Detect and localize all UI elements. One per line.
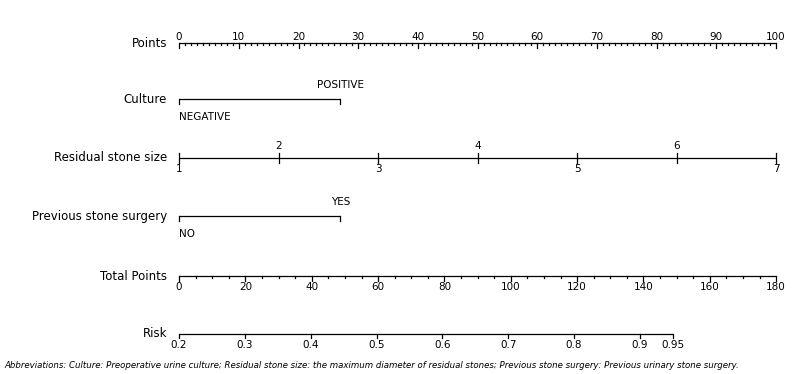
Text: 0.6: 0.6: [434, 340, 451, 350]
Text: 0.8: 0.8: [566, 340, 583, 350]
Text: 100: 100: [501, 282, 521, 292]
Text: 70: 70: [591, 31, 603, 42]
Text: 90: 90: [710, 31, 723, 42]
Text: 20: 20: [239, 282, 252, 292]
Text: Culture: Culture: [124, 93, 167, 105]
Text: 10: 10: [232, 31, 245, 42]
Text: 100: 100: [767, 31, 786, 42]
Text: 0: 0: [176, 31, 182, 42]
Text: 0.2: 0.2: [171, 340, 187, 350]
Text: 50: 50: [471, 31, 484, 42]
Text: POSITIVE: POSITIVE: [317, 80, 364, 90]
Text: 80: 80: [438, 282, 451, 292]
Text: 7: 7: [773, 164, 779, 174]
Text: 0: 0: [176, 282, 182, 292]
Text: NO: NO: [179, 229, 195, 239]
Text: 0.4: 0.4: [302, 340, 319, 350]
Text: 1: 1: [176, 164, 182, 174]
Text: 2: 2: [275, 141, 282, 151]
Text: Abbreviations: Culture: Preoperative urine culture; Residual stone size: the max: Abbreviations: Culture: Preoperative uri…: [4, 361, 739, 370]
Text: 6: 6: [673, 141, 680, 151]
Text: 0.95: 0.95: [661, 340, 685, 350]
Text: Total Points: Total Points: [100, 270, 167, 282]
Text: 160: 160: [700, 282, 720, 292]
Text: 4: 4: [474, 141, 481, 151]
Text: Risk: Risk: [142, 327, 167, 340]
Text: Previous stone surgery: Previous stone surgery: [32, 210, 167, 223]
Text: 3: 3: [375, 164, 381, 174]
Text: 0.3: 0.3: [236, 340, 253, 350]
Text: Points: Points: [131, 37, 167, 49]
Text: 5: 5: [574, 164, 580, 174]
Text: 180: 180: [767, 282, 786, 292]
Text: 120: 120: [568, 282, 587, 292]
Text: 0.7: 0.7: [500, 340, 517, 350]
Text: 0.5: 0.5: [369, 340, 384, 350]
Text: YES: YES: [330, 197, 350, 207]
Text: 60: 60: [372, 282, 384, 292]
Text: 140: 140: [634, 282, 654, 292]
Text: 20: 20: [292, 31, 305, 42]
Text: 30: 30: [352, 31, 365, 42]
Text: NEGATIVE: NEGATIVE: [179, 112, 231, 122]
Text: 0.9: 0.9: [632, 340, 648, 350]
Text: 60: 60: [531, 31, 544, 42]
Text: 40: 40: [412, 31, 424, 42]
Text: Residual stone size: Residual stone size: [54, 151, 167, 164]
Text: 40: 40: [305, 282, 318, 292]
Text: 80: 80: [650, 31, 663, 42]
